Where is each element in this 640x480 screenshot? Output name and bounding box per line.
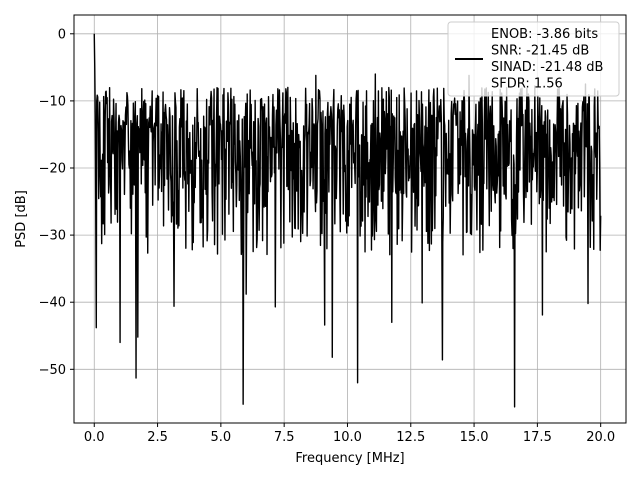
- series-psd: [93, 33, 602, 408]
- plot-frame: [73, 14, 627, 424]
- x-tick-label: 5.0: [211, 430, 232, 445]
- x-tick-label: 0.0: [84, 430, 105, 445]
- y-tick-label: 0: [58, 27, 66, 42]
- legend-entry-sinad: SINAD: -21.48 dB: [491, 60, 603, 75]
- legend-entry-snr: SNR: -21.45 dB: [491, 44, 589, 59]
- legend-entry-sfdr: SFDR: 1.56: [491, 77, 563, 92]
- y-tick-label: −10: [39, 94, 66, 109]
- x-tick-label: 20.0: [586, 430, 615, 445]
- legend-box: [447, 21, 620, 97]
- x-tick-label: 7.5: [274, 430, 295, 445]
- x-tick-label: 10.0: [333, 430, 362, 445]
- y-tick-label: −20: [39, 162, 66, 177]
- legend-entry-enob: ENOB: -3.86 bits: [491, 27, 598, 42]
- y-tick-label: −40: [39, 296, 66, 311]
- x-axis-ticks: 0.0 2.5 5.0 7.5 10.0 12.5 15.0 17.5 20.0: [84, 423, 615, 445]
- x-tick-label: 2.5: [147, 430, 168, 445]
- x-tick-label: 15.0: [460, 430, 489, 445]
- x-tick-label: 17.5: [523, 430, 552, 445]
- y-tick-label: −50: [39, 363, 66, 378]
- psd-line: [93, 33, 602, 408]
- x-tick-label: 12.5: [396, 430, 425, 445]
- legend: ENOB: -3.86 bits SNR: -21.45 dB SINAD: -…: [447, 21, 620, 97]
- y-axis-ticks: 0 −10 −20 −30 −40 −50: [39, 27, 74, 378]
- y-axis-label: PSD [dB]: [14, 190, 29, 248]
- x-axis-label: Frequency [MHz]: [295, 451, 404, 466]
- y-tick-label: −30: [39, 229, 66, 244]
